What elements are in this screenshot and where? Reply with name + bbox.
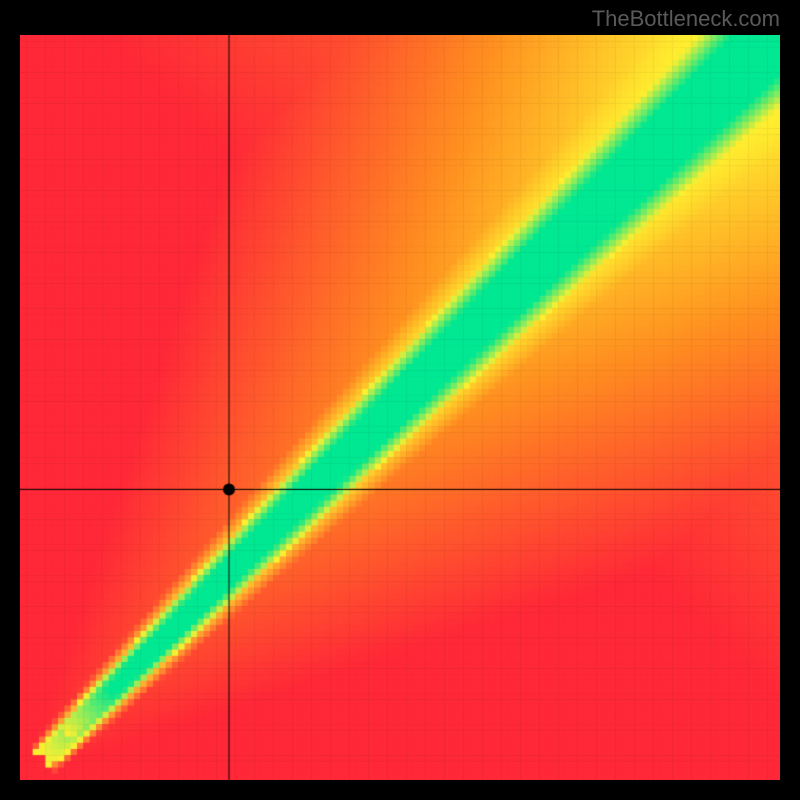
bottleneck-heatmap xyxy=(20,35,780,780)
watermark-label: TheBottleneck.com xyxy=(592,6,780,32)
heatmap-canvas xyxy=(20,35,780,780)
